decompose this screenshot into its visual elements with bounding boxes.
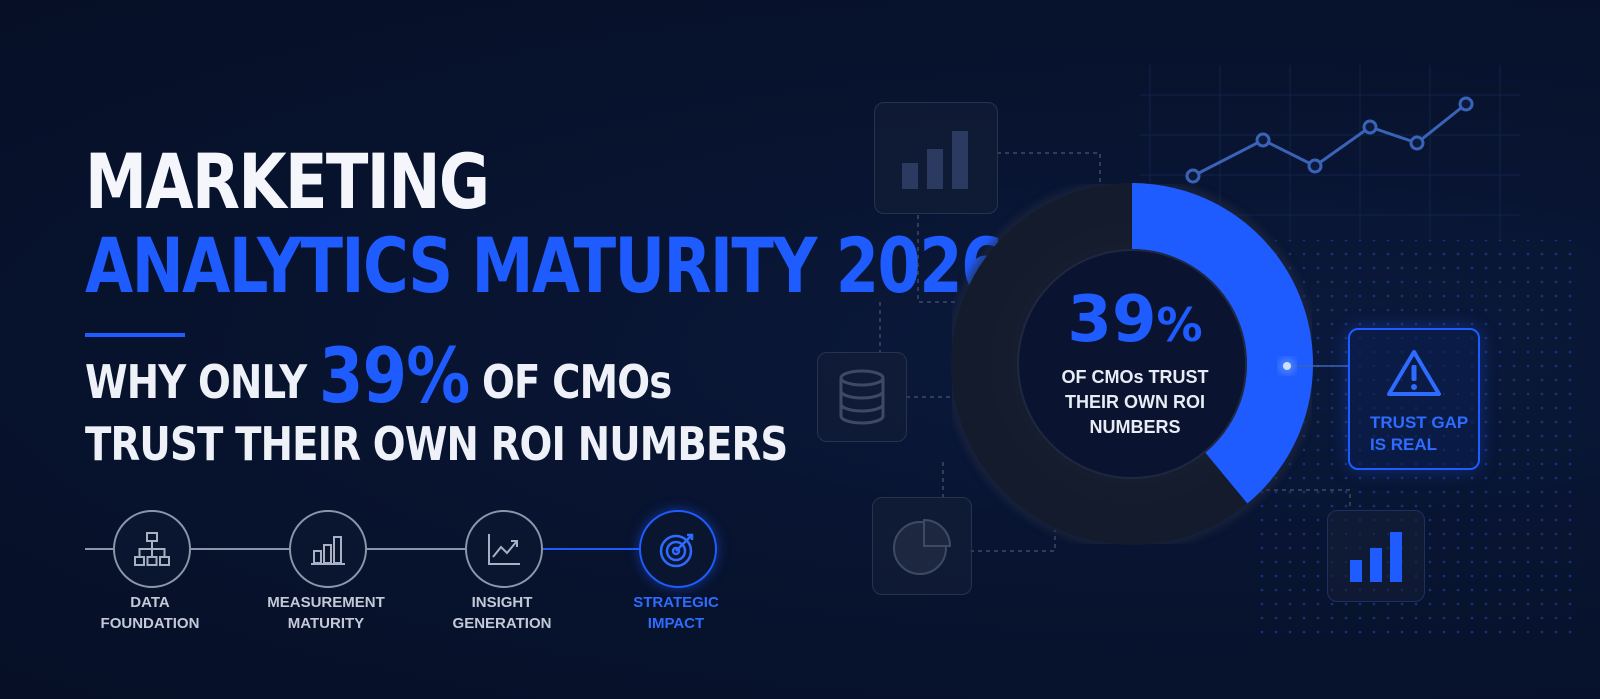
subtitle-prefix: WHY ONLY — [85, 355, 307, 409]
donut-caption: OF CMOs TRUST THEIR OWN ROI NUMBERS — [1061, 367, 1209, 437]
bar-chart-icon — [311, 536, 345, 565]
donut-center — [1017, 249, 1247, 479]
stage-label-insight-generation: INSIGHT GENERATION — [452, 594, 552, 632]
stage-measurement-maturity — [289, 510, 367, 588]
hierarchy-icon — [134, 532, 170, 566]
dashed-connectors — [879, 152, 1351, 552]
title-line-2: ANALYTICS MATURITY 2026: — [85, 221, 1028, 310]
donut-percentage: 39% — [1067, 283, 1203, 357]
stage-connector — [189, 548, 291, 550]
stage-data-foundation — [113, 510, 191, 588]
maturity-stages: DATA FOUNDATION MEASUREMENT MATURITY INSIG… — [85, 500, 745, 640]
database-tile — [817, 352, 907, 442]
subtitle-suffix: OF CMOs — [481, 355, 672, 409]
callout-text: TRUST GAP IS REAL — [1370, 413, 1469, 454]
stage-label-measurement-maturity: MEASUREMENT MATURITY — [267, 594, 385, 632]
subtitle-line-2: TRUST THEIR OWN ROI NUMBERS — [85, 417, 788, 471]
trend-line-icon — [488, 534, 520, 565]
blue-bar-tile — [1327, 510, 1425, 602]
callout-dot — [1283, 362, 1291, 370]
donut-value-arc — [1131, 183, 1313, 504]
stage-connector — [85, 548, 113, 550]
warning-icon — [1387, 350, 1441, 396]
accent-divider — [85, 333, 185, 337]
stage-label-data-foundation: DATA FOUNDATION — [100, 594, 200, 632]
bar-chart-tile — [874, 102, 998, 214]
stage-label-strategic-impact: STRATEGIC IMPACT — [633, 594, 719, 632]
stage-insight-generation — [465, 510, 543, 588]
subtitle-line-1: WHY ONLY 39% OF CMOs — [85, 338, 787, 414]
database-icon — [839, 369, 885, 425]
trend-line — [1185, 96, 1474, 184]
pie-chart-tile — [872, 497, 972, 595]
trust-gap-callout: TRUST GAP IS REAL — [1348, 328, 1480, 470]
pie-chart-icon — [893, 518, 952, 575]
subtitle: WHY ONLY 39% OF CMOs TRUST THEIR OWN ROI… — [85, 338, 921, 475]
subtitle-highlight: 39% — [319, 331, 470, 420]
title-line-1: MARKETING — [85, 137, 490, 226]
stage-connector — [365, 548, 467, 550]
stage-connector — [541, 548, 639, 550]
bar-chart-icon — [902, 131, 968, 189]
bar-chart-icon — [1350, 532, 1402, 582]
donut-label: 39% OF CMOs TRUST THEIR OWN ROI NUMBERS — [1035, 280, 1235, 440]
stage-strategic-impact — [639, 510, 717, 588]
target-icon — [659, 533, 694, 568]
headline: MARKETING ANALYTICS MATURITY 2026: — [85, 140, 1233, 308]
